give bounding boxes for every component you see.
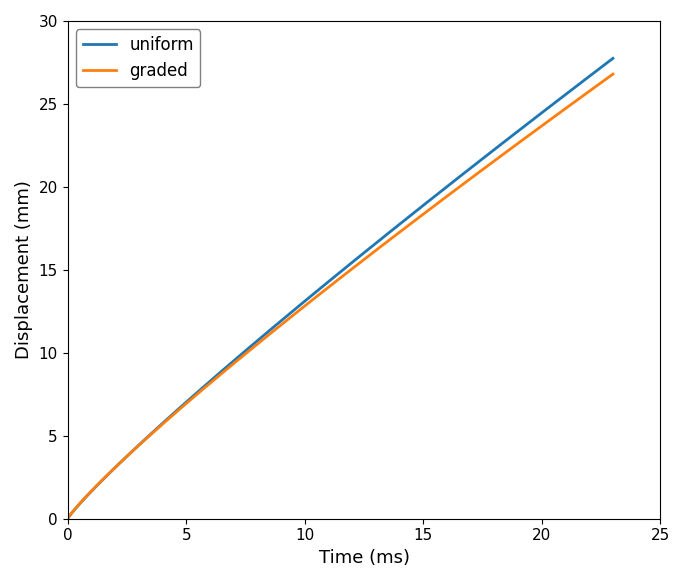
graded (596, 80, 604, 87)
graded (510, 143, 519, 150)
Y-axis label: Displacement (mm): Displacement (mm) (15, 180, 33, 359)
uniform (358, 250, 366, 257)
graded (358, 257, 366, 264)
uniform (326, 277, 334, 284)
Legend: uniform, graded: uniform, graded (76, 29, 201, 87)
uniform (609, 55, 617, 62)
graded (64, 515, 72, 522)
uniform (323, 280, 331, 287)
graded (609, 70, 617, 77)
Line: uniform: uniform (68, 58, 613, 519)
graded (323, 285, 331, 292)
Line: graded: graded (68, 74, 613, 519)
graded (388, 235, 397, 242)
uniform (64, 515, 72, 522)
uniform (596, 65, 604, 72)
graded (326, 283, 334, 290)
uniform (388, 226, 397, 233)
X-axis label: Time (ms): Time (ms) (319, 549, 410, 567)
uniform (510, 130, 519, 137)
